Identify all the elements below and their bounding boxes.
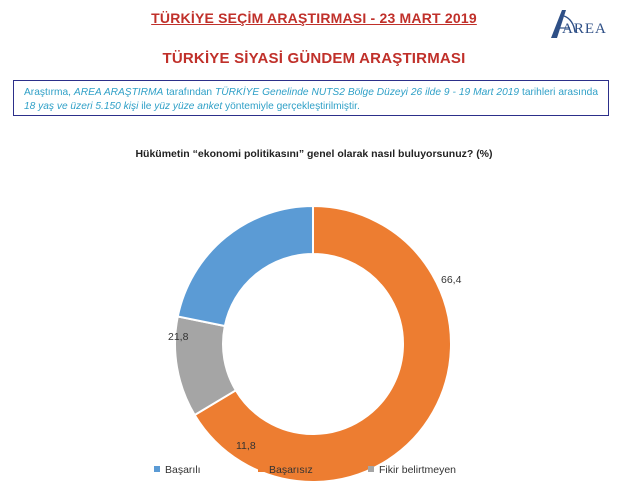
data-label-0: 21,8 <box>168 331 189 343</box>
methodology-box: Araştırma, AREA ARAŞTIRMA tarafından TÜR… <box>13 80 609 116</box>
info-text-2: tarafından <box>163 87 216 98</box>
legend-item-2: Fikir belirtmeyen <box>368 464 456 476</box>
info-method: yüz yüze anket <box>154 101 223 112</box>
data-label-1: 66,4 <box>441 274 462 286</box>
legend-label: Fikir belirtmeyen <box>379 464 457 476</box>
logo-text: AREA <box>562 21 607 37</box>
legend-label: Başarısız <box>269 464 313 476</box>
chart-title: Hükümetin “ekonomi politikasını” genel o… <box>135 148 493 160</box>
legend-swatch-icon <box>154 466 160 472</box>
logo-mark-icon <box>551 10 576 38</box>
legend-item-1: Başarısız <box>258 464 313 476</box>
report-title: TÜRKİYE SEÇİM ARAŞTIRMASI - 23 MART 2019 <box>151 10 477 26</box>
area-logo: AREA <box>548 6 618 42</box>
info-text-4: ile <box>138 101 155 112</box>
legend-swatch-icon <box>258 466 264 472</box>
report-subtitle: TÜRKİYE SİYASİ GÜNDEM ARAŞTIRMASI <box>162 50 466 67</box>
info-scope: Genelinde NUTS2 Bölge Düzeyi 26 ilde 9 -… <box>259 87 520 98</box>
info-text-1: Araştırma, <box>24 87 74 98</box>
info-text-3: tarihleri arasında <box>519 87 599 98</box>
info-company: AREA ARAŞTIRMA <box>73 87 164 98</box>
info-country: TÜRKİYE <box>215 87 260 98</box>
legend-swatch-icon <box>368 466 374 472</box>
data-label-2: 11,8 <box>236 440 256 452</box>
donut-slice-1 <box>193 204 452 483</box>
legend-item-0: Başarılı <box>154 464 201 476</box>
info-sample: 18 yaş ve üzeri 5.150 kişi <box>24 101 139 112</box>
info-text-5: yöntemiyle gerçekleştirilmiştir. <box>222 101 360 112</box>
legend-label: Başarılı <box>165 464 201 476</box>
donut-slice-0 <box>176 204 314 328</box>
chart-legend: Başarılı Başarısız Fikir belirtmeyen <box>154 464 514 478</box>
